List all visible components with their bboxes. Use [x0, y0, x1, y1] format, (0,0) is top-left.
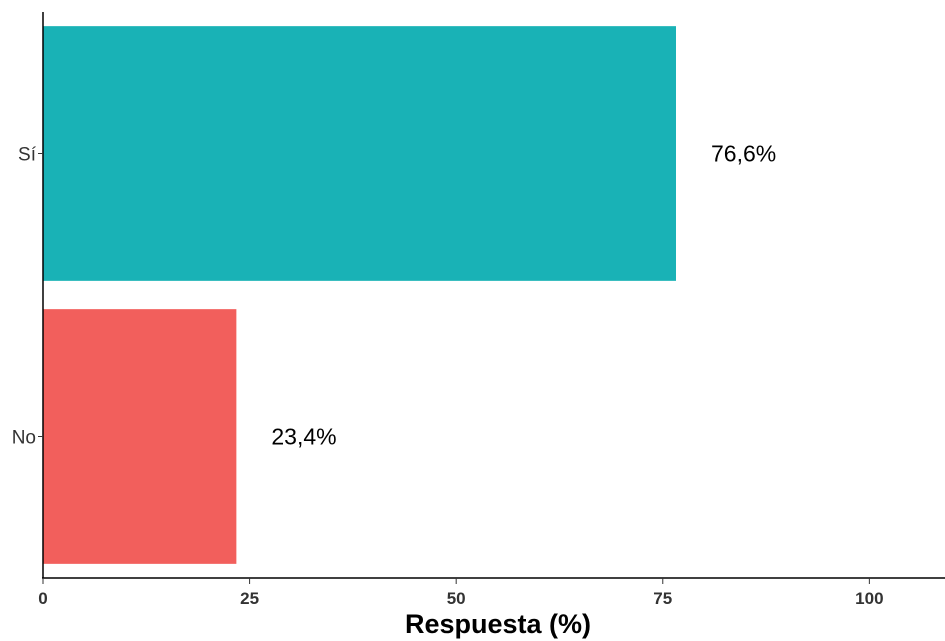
x-ticks-group: 0 25 50 75 100 [38, 578, 884, 608]
bar-1 [43, 309, 237, 564]
value-label-0: 76,6% [711, 141, 776, 167]
value-label-1: 23,4% [271, 424, 336, 450]
y-ticks-group: Sí No [12, 145, 43, 449]
bar-0 [43, 26, 676, 281]
x-axis-title: Respuesta (%) [405, 609, 591, 639]
x-tick-label-50: 50 [447, 589, 466, 608]
category-label-0: Sí [18, 145, 37, 166]
x-tick-label-100: 100 [855, 589, 883, 608]
bars-group [43, 26, 676, 564]
x-tick-label-75: 75 [653, 589, 672, 608]
category-label-1: No [12, 428, 36, 449]
x-tick-label-0: 0 [38, 589, 47, 608]
x-tick-label-25: 25 [240, 589, 259, 608]
value-labels-group: 76,6% 23,4% [271, 141, 776, 450]
